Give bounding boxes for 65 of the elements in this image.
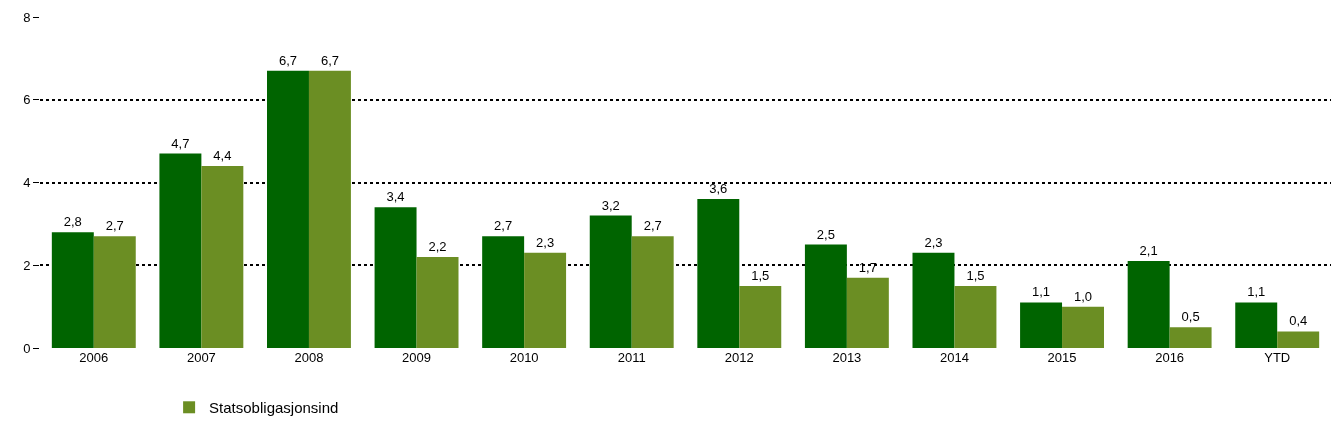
- data-label: 4,7: [171, 135, 190, 151]
- legend-label: Statsobligasjonsind: [209, 399, 339, 417]
- bar: [416, 256, 459, 348]
- bar: [93, 236, 136, 348]
- bar: [1277, 331, 1320, 348]
- bar: [482, 236, 525, 348]
- data-label: 1,5: [751, 267, 770, 283]
- x-tick-label: 2007: [186, 350, 216, 365]
- data-label: 1,1: [1032, 284, 1051, 300]
- bar: [524, 252, 567, 348]
- bar: [159, 153, 202, 348]
- x-tick-label: 2012: [724, 350, 754, 365]
- bar: [374, 207, 417, 348]
- x-tick-label: 2011: [617, 350, 646, 365]
- y-tick-label: 6: [23, 92, 31, 108]
- data-label: 2,5: [816, 226, 835, 242]
- data-label: 2,3: [536, 234, 555, 250]
- data-label: 2,1: [1139, 243, 1158, 259]
- data-label: 1,1: [1247, 284, 1266, 300]
- x-tick-label: 2013: [832, 350, 862, 365]
- x-tick-label: 2015: [1047, 350, 1077, 365]
- x-tick-label: 2008: [294, 350, 324, 365]
- x-tick-label: 2016: [1155, 350, 1185, 365]
- data-label: 2,3: [924, 234, 943, 250]
- bar: [308, 70, 351, 348]
- y-tick-label: 4: [23, 175, 31, 191]
- bar: [1062, 306, 1104, 348]
- data-label: 2,2: [428, 238, 447, 254]
- bar: [846, 277, 889, 348]
- bar: [1020, 302, 1063, 348]
- x-tick-label: 2006: [79, 350, 109, 365]
- data-label: 2,7: [643, 218, 662, 234]
- bar: [589, 215, 632, 348]
- data-label: 2,7: [494, 218, 513, 234]
- data-label: 6,7: [320, 52, 339, 68]
- bar: [804, 244, 847, 348]
- bar: [631, 236, 674, 348]
- bar: [51, 232, 94, 348]
- bar: [912, 252, 955, 348]
- data-label: 4,4: [213, 147, 232, 163]
- bar: [201, 165, 244, 348]
- bar: [739, 285, 782, 348]
- x-tick-label: 2010: [509, 350, 539, 365]
- x-tick-label: 2014: [940, 350, 969, 365]
- data-label: 2,8: [63, 214, 82, 230]
- data-label: 3,4: [386, 189, 405, 205]
- data-label: 0,4: [1289, 313, 1308, 329]
- bar: [1169, 327, 1212, 348]
- bar: [1127, 261, 1170, 348]
- data-label: 0,5: [1181, 309, 1200, 325]
- data-label: 3,2: [601, 197, 620, 213]
- x-tick-label: YTD: [1264, 350, 1291, 365]
- data-label: 1,5: [966, 267, 985, 283]
- data-label: 2,7: [105, 218, 124, 234]
- bar: [954, 285, 997, 348]
- x-tick-label: 2009: [402, 350, 431, 365]
- data-label: 6,7: [278, 52, 298, 68]
- bar: [697, 199, 740, 348]
- y-tick-label: 8: [23, 9, 31, 25]
- bar: [1235, 302, 1278, 348]
- y-tick-label: 0: [23, 340, 31, 356]
- y-tick-label: 2: [23, 257, 31, 273]
- data-label: 3,6: [709, 181, 728, 197]
- data-label: 1,0: [1073, 288, 1093, 304]
- bar: [267, 70, 309, 348]
